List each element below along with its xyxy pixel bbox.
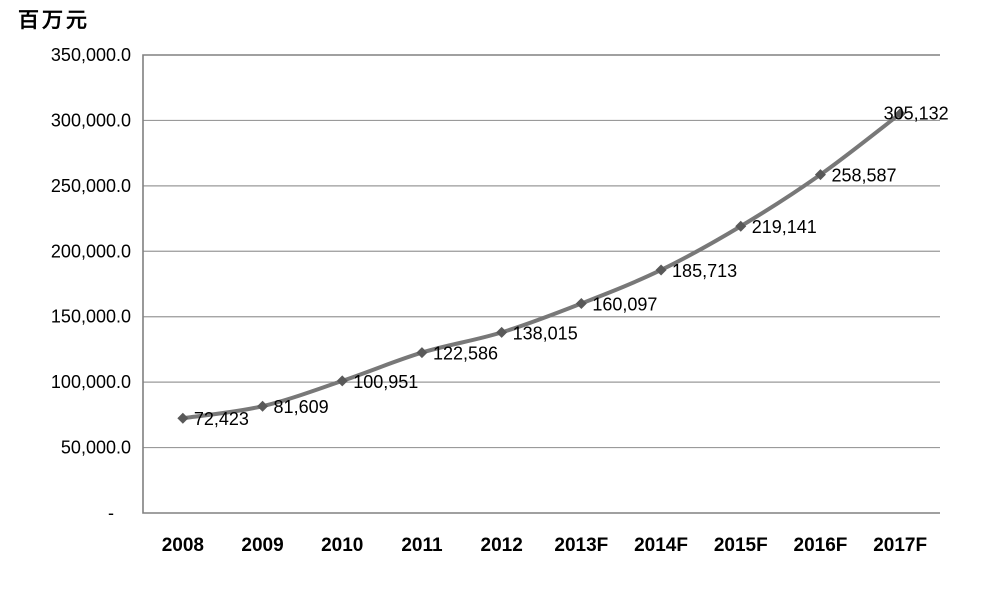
x-axis-tick-label: 2015F	[714, 535, 768, 556]
y-axis-tick-label: 200,000.0	[51, 241, 131, 261]
data-point-marker	[177, 412, 189, 424]
x-axis-tick-label: 2017F	[873, 535, 927, 556]
x-axis-tick-label: 2010	[321, 535, 363, 556]
y-axis-tick-label: 100,000.0	[51, 372, 131, 392]
data-point-label: 258,587	[831, 166, 896, 186]
data-point-marker	[257, 400, 269, 412]
data-point-label: 81,609	[274, 397, 329, 417]
x-axis-tick-label: 2014F	[634, 535, 688, 556]
data-point-marker	[416, 347, 428, 359]
data-point-label: 100,951	[353, 372, 418, 392]
data-point-label: 138,015	[513, 323, 578, 343]
x-axis-tick-label: 2016F	[794, 535, 848, 556]
x-axis-tick-label: 2013F	[554, 535, 608, 556]
x-axis-tick-label: 2009	[241, 535, 283, 556]
x-axis-tick-label: 2008	[162, 535, 204, 556]
x-axis-tick-label: 2012	[481, 535, 523, 556]
data-point-marker	[814, 169, 826, 181]
data-point-label: 72,423	[194, 409, 249, 429]
y-axis-tick-label: 150,000.0	[51, 307, 131, 327]
y-axis-tick-label: -	[108, 503, 114, 523]
data-point-marker	[496, 326, 508, 338]
y-axis-tick-label: 300,000.0	[51, 110, 131, 130]
data-point-label: 185,713	[672, 261, 737, 281]
data-point-label: 122,586	[433, 344, 498, 364]
y-axis-tick-label: 350,000.0	[51, 45, 131, 65]
data-point-marker	[735, 220, 747, 232]
data-point-marker	[336, 375, 348, 387]
data-point-label: 219,141	[752, 217, 817, 237]
data-point-label: 160,097	[592, 295, 657, 315]
y-axis-tick-label: 50,000.0	[61, 438, 131, 458]
y-axis-unit-label: 百万元	[18, 7, 90, 32]
y-axis-tick-label: 250,000.0	[51, 176, 131, 196]
data-point-label: 305,132	[884, 104, 949, 124]
data-point-marker	[655, 264, 667, 276]
x-axis-tick-label: 2011	[401, 535, 443, 556]
data-point-marker	[575, 298, 587, 310]
series-line	[180, 111, 903, 421]
plot-area-border	[142, 54, 940, 514]
data-point-marker	[894, 108, 906, 120]
